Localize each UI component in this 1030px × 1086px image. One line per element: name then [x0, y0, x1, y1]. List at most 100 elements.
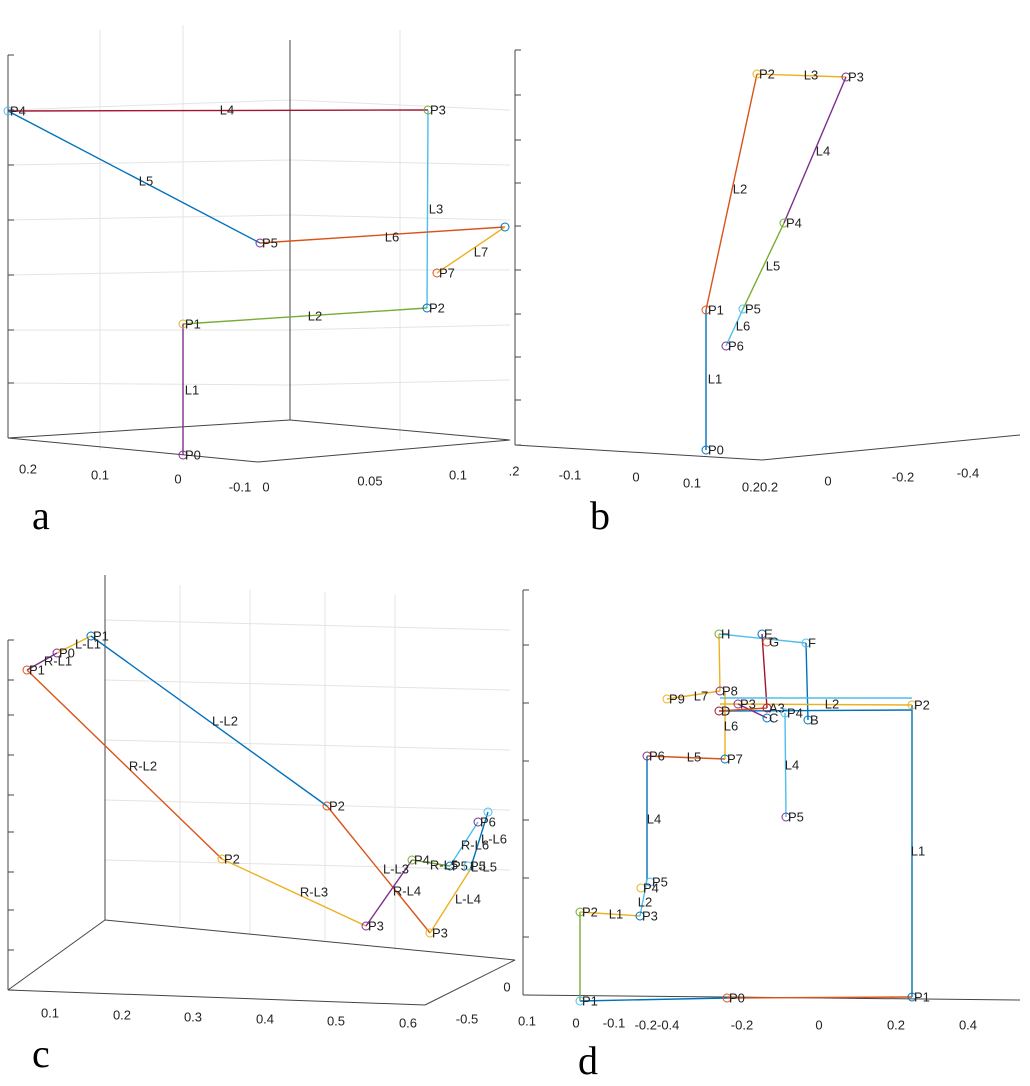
joint	[907, 992, 917, 1002]
joint	[473, 817, 483, 827]
line-label: L4	[647, 811, 661, 826]
point-label: P5	[262, 235, 278, 250]
joint	[423, 105, 433, 115]
point-label: E	[764, 626, 773, 641]
panel-label: c	[32, 1031, 50, 1076]
link	[726, 996, 913, 999]
line-label: L5	[766, 258, 780, 273]
joint	[432, 268, 442, 278]
link	[449, 821, 479, 867]
axis-line	[257, 439, 511, 463]
joint	[722, 993, 732, 1003]
point-label: P5	[652, 874, 668, 889]
point-label: P3	[848, 69, 864, 84]
tick-label: 0.1	[518, 1013, 536, 1028]
point-label: P5	[452, 858, 468, 873]
joint	[714, 629, 724, 639]
link	[365, 859, 413, 927]
point-label: P6	[480, 814, 496, 829]
line-label: L4	[816, 143, 830, 158]
axis-line	[424, 959, 516, 1006]
line-label: L6	[736, 318, 750, 333]
point-label: B	[810, 712, 819, 727]
panel-label: b	[590, 493, 610, 538]
line-label: R-L4	[393, 883, 421, 898]
point-label: P1	[29, 662, 45, 677]
tick-label: 0.05	[357, 473, 382, 488]
line-label: L2	[825, 696, 839, 711]
line-label: L-L5	[471, 859, 497, 874]
point-label: P2	[759, 66, 775, 81]
point-label: H	[721, 626, 730, 641]
joint	[217, 854, 227, 864]
line-label: R-L6	[461, 837, 489, 852]
link	[182, 307, 428, 325]
link	[90, 635, 328, 807]
grid-line	[7, 214, 291, 221]
link	[784, 712, 787, 818]
line-label: L2	[733, 181, 747, 196]
tick-label: -0.1	[603, 1015, 625, 1030]
point-label: P2	[914, 697, 930, 712]
grid-line	[104, 619, 511, 631]
link	[719, 703, 913, 706]
tick-label: 0	[632, 469, 639, 484]
line-label: L6	[385, 229, 399, 244]
point-label: P4	[643, 880, 659, 895]
joint	[86, 631, 96, 641]
grid-line	[104, 679, 511, 691]
point-label: P7	[439, 265, 455, 280]
tick-label: 0.1	[683, 475, 701, 490]
joint	[803, 715, 813, 725]
line-label: L-L1	[75, 636, 101, 651]
tick-label: -0.4	[957, 465, 979, 480]
line-label: L3	[429, 201, 443, 216]
joint	[255, 238, 265, 248]
joint	[738, 304, 748, 314]
joint	[714, 706, 724, 716]
joint	[762, 703, 772, 713]
joint	[721, 341, 731, 351]
tick-label: -0.1	[559, 467, 581, 482]
tick-label: 0	[262, 479, 269, 494]
grid-line	[104, 859, 511, 871]
joint	[425, 928, 435, 938]
joint	[701, 305, 711, 315]
link	[666, 690, 721, 700]
point-label: P4	[10, 103, 26, 118]
line-label: L2	[638, 894, 652, 909]
tick-label: 0	[503, 979, 510, 994]
joint	[733, 699, 743, 709]
joint	[720, 754, 730, 764]
link	[725, 308, 744, 347]
tick-label: -0.2	[892, 469, 914, 484]
joint	[500, 222, 510, 232]
point-label: P1	[93, 628, 109, 643]
grid-line	[289, 159, 511, 166]
joint	[636, 883, 646, 893]
link	[26, 652, 58, 671]
grid-line	[7, 382, 291, 386]
joint	[645, 877, 655, 887]
line-label: L5	[139, 173, 153, 188]
grid-line	[289, 324, 511, 331]
axis-line	[7, 437, 259, 463]
point-label: P9	[669, 691, 685, 706]
link	[742, 222, 785, 310]
joint	[642, 751, 652, 761]
joint	[575, 907, 585, 917]
tick-label: 0.2	[19, 461, 37, 476]
link	[56, 635, 92, 654]
point-label: P2	[329, 798, 345, 813]
axis-line	[7, 919, 106, 991]
point-label: P0	[729, 990, 745, 1005]
joint	[715, 686, 725, 696]
point-label: P3	[740, 696, 756, 711]
axis-line	[7, 419, 291, 439]
grid-line	[289, 99, 511, 111]
point-label: P5	[745, 301, 761, 316]
point-label: P0	[185, 447, 201, 462]
tick-label: 0.1	[449, 467, 467, 482]
link	[783, 76, 847, 224]
axis-line	[514, 444, 763, 461]
